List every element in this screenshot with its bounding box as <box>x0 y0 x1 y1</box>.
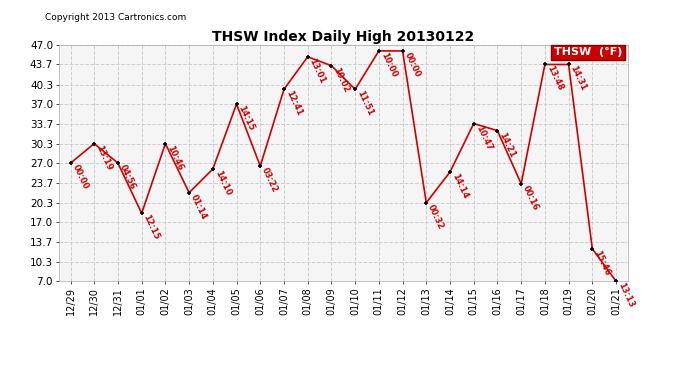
Point <box>207 166 218 172</box>
Text: 13:13: 13:13 <box>616 281 635 309</box>
Text: 14:15: 14:15 <box>237 104 256 132</box>
Point <box>540 62 551 68</box>
Point <box>373 48 384 54</box>
Text: 00:32: 00:32 <box>426 203 446 231</box>
Point <box>160 141 171 147</box>
Text: 14:14: 14:14 <box>450 172 469 200</box>
Point <box>184 190 195 196</box>
Point <box>586 246 598 252</box>
Text: 14:21: 14:21 <box>497 130 517 159</box>
Text: 14:31: 14:31 <box>569 64 588 93</box>
Text: 10:02: 10:02 <box>331 66 351 94</box>
Text: 12:41: 12:41 <box>284 89 304 117</box>
Point <box>89 141 100 147</box>
Text: 10:00: 10:00 <box>379 51 398 79</box>
Text: 10:46: 10:46 <box>166 144 185 172</box>
Point <box>350 86 361 92</box>
Text: THSW  (°F): THSW (°F) <box>554 47 622 57</box>
Text: 01:14: 01:14 <box>189 193 208 221</box>
Text: 03:22: 03:22 <box>260 166 279 194</box>
Point <box>444 169 455 175</box>
Point <box>515 181 526 187</box>
Point <box>469 120 480 126</box>
Point <box>136 210 147 216</box>
Point <box>563 62 574 68</box>
Text: 14:10: 14:10 <box>213 169 233 197</box>
Text: Copyright 2013 Cartronics.com: Copyright 2013 Cartronics.com <box>45 13 186 22</box>
Point <box>611 278 622 284</box>
Point <box>231 101 242 107</box>
Text: 11:51: 11:51 <box>355 89 375 117</box>
Text: 04:56: 04:56 <box>118 163 137 191</box>
Point <box>421 200 432 206</box>
Text: 15:46: 15:46 <box>592 249 612 277</box>
Point <box>279 86 290 92</box>
Text: 13:19: 13:19 <box>95 144 114 172</box>
Text: 13:01: 13:01 <box>308 57 327 85</box>
Point <box>302 54 313 60</box>
Point <box>65 160 76 166</box>
Text: 00:00: 00:00 <box>70 163 90 191</box>
Point <box>397 48 408 54</box>
Text: 00:00: 00:00 <box>402 51 422 79</box>
Title: THSW Index Daily High 20130122: THSW Index Daily High 20130122 <box>212 30 475 44</box>
Text: 12:15: 12:15 <box>141 213 161 242</box>
Point <box>326 63 337 69</box>
Point <box>255 163 266 169</box>
Point <box>492 128 503 134</box>
Text: 13:48: 13:48 <box>545 64 564 92</box>
Text: 10:47: 10:47 <box>474 123 493 152</box>
Point <box>112 160 124 166</box>
Text: 00:16: 00:16 <box>521 184 540 212</box>
